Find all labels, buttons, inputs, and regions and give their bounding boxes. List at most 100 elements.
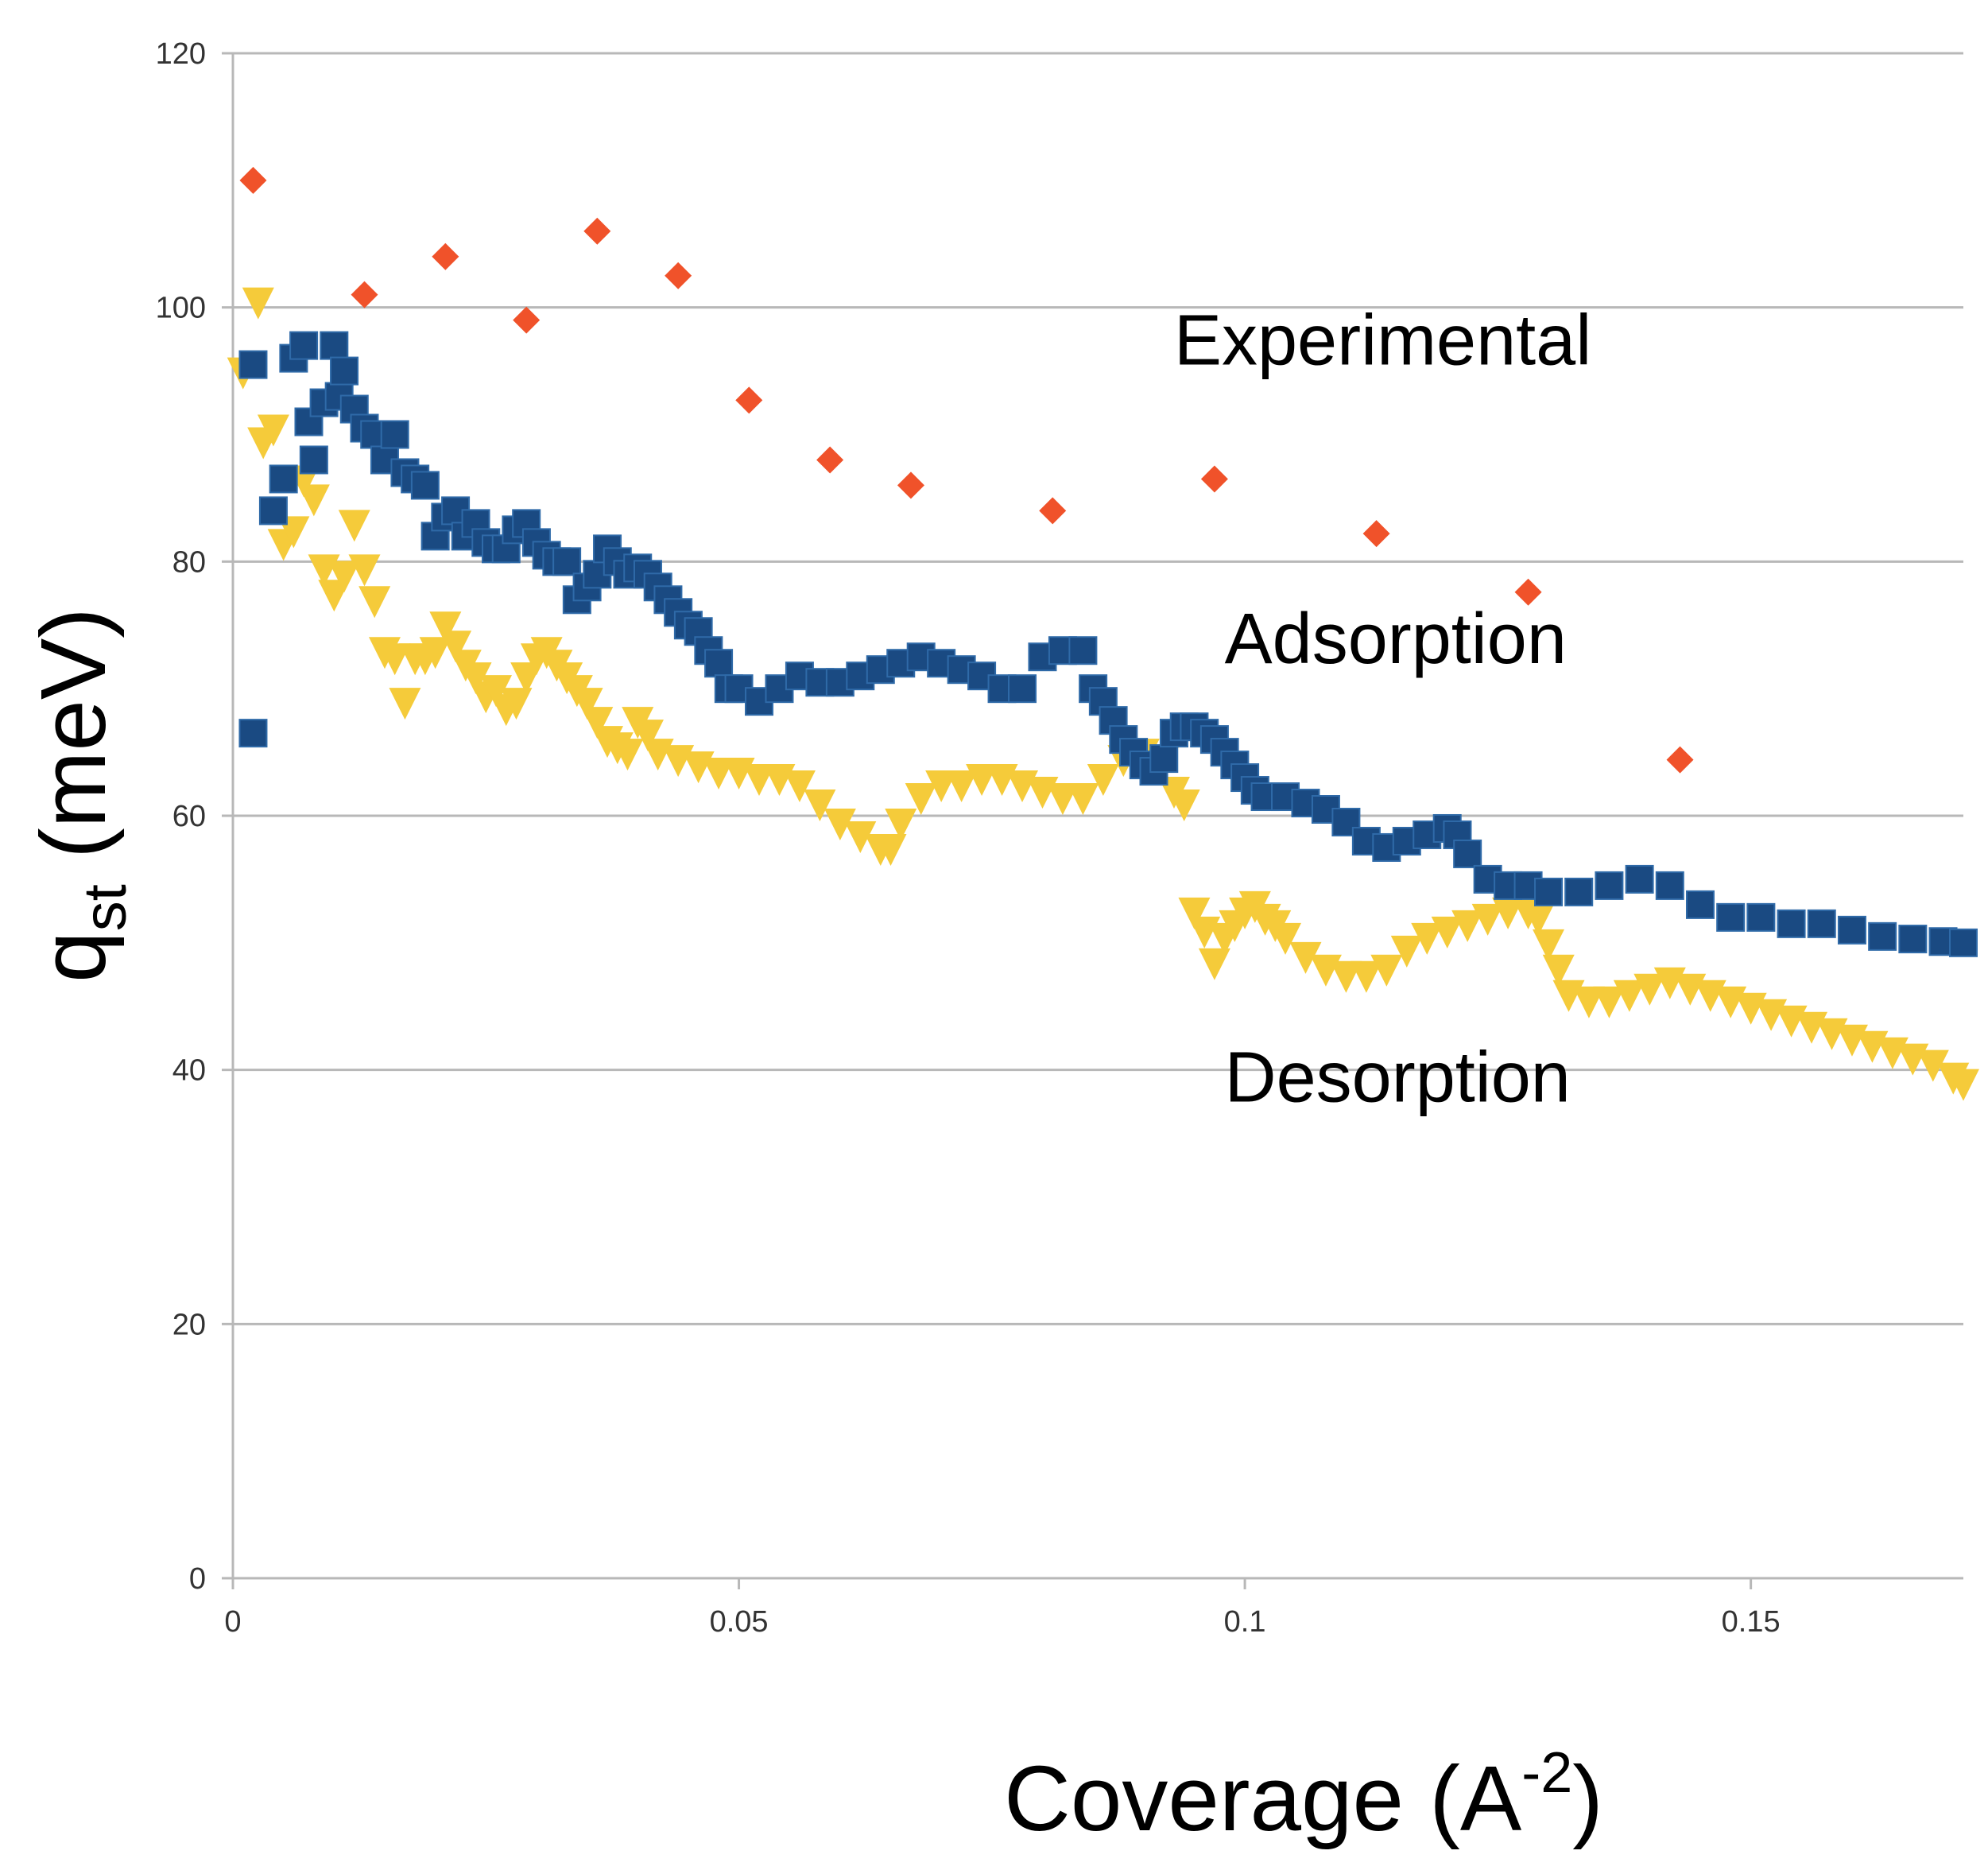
desorption-point [440,630,472,663]
axes [222,53,1963,1589]
desorption-point [348,554,381,587]
desorption-point [1572,986,1605,1018]
y-tick-label: 40 [172,1054,206,1088]
desorption-point [1471,903,1504,936]
adsorption-point [294,407,324,436]
desorption-point [1542,954,1575,987]
desorption-point [1087,764,1119,797]
adsorption-point [289,331,319,360]
adsorption-point [1685,890,1715,919]
desorption-point [378,643,411,676]
desorption-point [611,739,644,771]
adsorption-point [1595,871,1624,900]
experimental-point [239,166,267,194]
adsorption-point [238,350,268,379]
desorption-point [823,808,856,840]
desorption-point [1370,954,1403,987]
desorption-point [1390,935,1423,968]
x-axis-ticks: 0 0.05 0.1 0.15 [224,1578,1781,1639]
desorption-point [1168,790,1200,822]
adsorption-point [1625,864,1654,894]
adsorption-point [1716,902,1746,932]
adsorption-point [1898,925,1928,954]
adsorption-point [238,719,268,748]
adsorption-point [1868,921,1897,951]
desorption-point [1492,897,1525,929]
y-tick-label: 120 [156,37,206,71]
y-tick-label: 60 [172,800,206,833]
adsorption-point [1655,871,1684,900]
experimental-point [897,471,924,499]
adsorption-point [1807,909,1836,938]
y-tick-label: 20 [172,1308,206,1341]
experimental-point [351,281,378,308]
x-axis-title-close: ) [1572,1747,1603,1850]
series-label-experimental: Experimental [1174,301,1591,381]
desorption-point [703,758,735,790]
adsorption-point [1746,902,1776,932]
experimental-point [735,386,763,414]
desorption-point [1289,941,1322,974]
x-tick-label: 0.1 [1224,1605,1266,1639]
y-axis-ticks: 0 20 40 60 80 100 120 [156,37,233,1596]
x-tick-label: 0 [224,1605,241,1639]
desorption-point [338,510,370,542]
adsorption-point [330,356,359,386]
desorption-point [1533,929,1565,961]
y-tick-label: 80 [172,545,206,579]
x-tick-label: 0.05 [710,1605,769,1639]
adsorption-point [552,547,582,576]
desorption-point [1633,973,1666,1006]
desorption-point [874,833,907,866]
adsorption-point [704,649,734,678]
adsorption-point [1564,877,1594,906]
adsorption-point [1453,839,1482,868]
adsorption-point [320,331,349,360]
series-experimental [239,166,1694,774]
experimental-point [583,217,611,245]
series-adsorption [238,331,1978,957]
desorption-point [743,764,776,797]
desorption-point [783,770,816,803]
desorption-point [297,484,330,517]
y-axis-title-symbol: q [21,931,125,983]
y-axis-title: qst (meV) [21,607,139,983]
grid-lines [233,52,1963,1325]
desorption-point [581,707,614,739]
desorption-point [945,770,978,803]
y-axis-title-subscript: st [72,884,139,931]
desorption-point [1067,783,1099,816]
experimental-point [816,446,844,474]
experimental-point [1039,497,1067,525]
desorption-point [459,662,492,695]
desorption-point [480,675,513,708]
adsorption-point [410,471,440,500]
desorption-point [1522,903,1555,936]
desorption-point [257,414,289,447]
desorption-point [1593,986,1626,1018]
adsorption-point [1837,915,1866,945]
desorption-point [1046,783,1079,816]
desorption-point [419,637,451,669]
desorption-point [389,688,421,720]
desorption-point [925,770,958,803]
desorption-point [571,688,603,720]
x-axis-title-main: Coverage (A [1004,1747,1522,1850]
adsorption-point [380,420,409,449]
experimental-point [1514,578,1542,606]
desorption-point [1269,922,1302,955]
adsorption-point [1777,909,1806,938]
desorption-point [1431,916,1463,949]
desorption-point [1916,1049,1949,1082]
series-label-desorption: Desorption [1225,1038,1571,1118]
x-axis-title: Coverage (A-2) [1004,1741,1603,1850]
experimental-point [1362,520,1390,548]
desorption-point [966,764,998,797]
desorption-point [631,720,664,752]
desorption-point [1451,910,1484,942]
desorption-point [1613,980,1645,1012]
desorption-point [1198,948,1230,980]
desorption-point [242,287,274,320]
desorption-point [905,783,937,816]
desorption-point [844,821,877,853]
